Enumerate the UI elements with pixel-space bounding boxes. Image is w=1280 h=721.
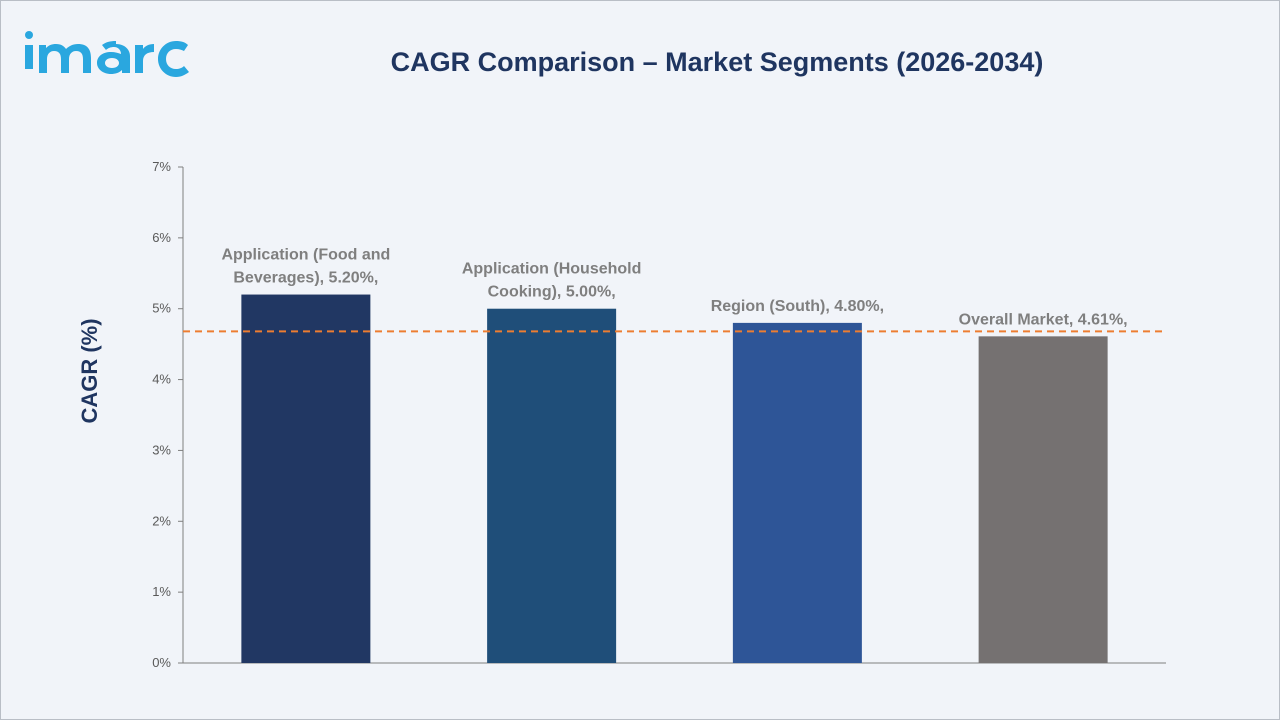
y-tick-label: 4% [152,372,171,387]
y-tick-label: 0% [152,655,171,670]
y-tick-label: 1% [152,584,171,599]
data-label: Beverages), 5.20%, [233,270,378,287]
y-tick-label: 3% [152,442,171,457]
chart-title: CAGR Comparison – Market Segments (2026-… [390,47,1044,77]
bar [487,308,617,663]
data-label: Application (Household [462,261,642,278]
data-label: Overall Market, 4.61%, [959,311,1128,328]
data-label: Region (South), 4.80%, [711,298,884,315]
y-tick-label: 2% [152,513,171,528]
data-label: Application (Food and [221,247,390,264]
data-label: Cooking), 5.00%, [488,284,616,301]
bar [978,336,1108,663]
y-tick-label: 5% [152,301,171,316]
y-tick-label: 7% [152,159,171,174]
bar [241,294,371,663]
bar [732,322,862,663]
y-tick-label: 6% [152,230,171,245]
imarc-logo [21,25,211,85]
